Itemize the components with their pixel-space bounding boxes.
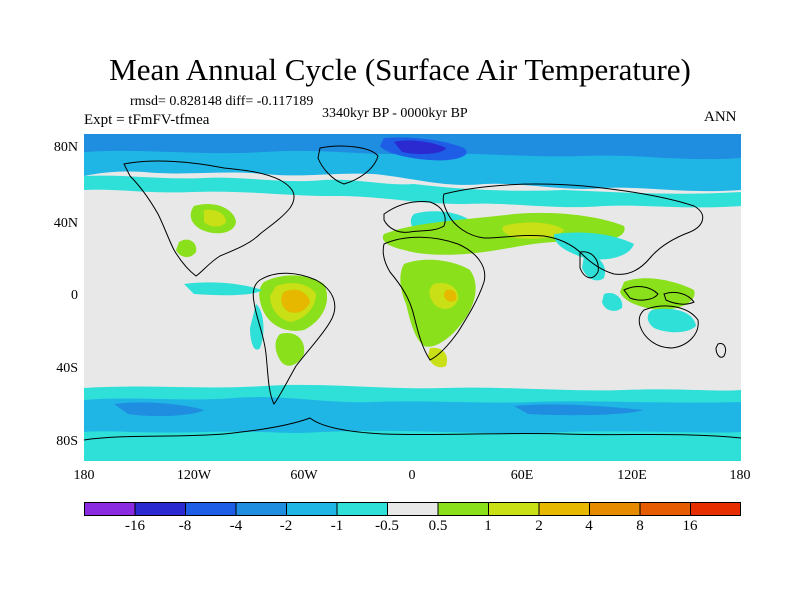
colorbar-label-10: 8 <box>636 518 644 534</box>
maritime-asia-cool <box>602 292 623 311</box>
coast-india <box>579 251 599 279</box>
africa-warm-core <box>429 282 459 309</box>
colorbar-box-0 <box>84 502 136 516</box>
coast-south-america <box>252 272 336 405</box>
lat-label-80s: 80S <box>56 434 78 449</box>
lat-label-40s: 40S <box>56 361 78 376</box>
coast-asia <box>442 183 704 275</box>
southern-africa-warm <box>428 347 448 368</box>
colorbar-label-3: -2 <box>279 518 293 534</box>
colorbar-box-9 <box>538 502 590 516</box>
coast-greenland <box>317 145 379 185</box>
colorbar-label-5: -0.5 <box>375 518 399 534</box>
andes-cool <box>250 304 264 350</box>
coast-indonesia <box>623 286 695 305</box>
colorbar-label-0: -16 <box>125 518 145 534</box>
season-label: ANN <box>704 109 737 125</box>
colorbar-label-6: 0.5 <box>428 518 448 534</box>
australia-cool <box>647 308 696 333</box>
plot-title: Mean Annual Cycle (Surface Air Temperatu… <box>109 52 691 87</box>
colorbar-box-3 <box>235 502 287 516</box>
colorbar-box-5 <box>336 502 388 516</box>
india-cool <box>582 255 606 281</box>
colorbar-label-1: -8 <box>178 518 192 534</box>
colorbar-box-8 <box>488 502 540 516</box>
colorbar-box-1 <box>134 502 186 516</box>
eurasia-warm-core <box>502 222 564 239</box>
colorbar-box-6 <box>387 502 439 516</box>
southern-ocean-cool <box>84 397 741 435</box>
n-america-warm-core <box>204 209 226 227</box>
colorbar <box>84 502 741 516</box>
colorbar-box-2 <box>185 502 237 516</box>
arctic-deep-patch <box>394 140 446 155</box>
colorbar-box-7 <box>437 502 489 516</box>
lon-label-60e: 60E <box>510 468 534 483</box>
colorbar-label-4: -1 <box>330 518 344 534</box>
mexico-warm <box>176 239 197 258</box>
southern-ocean-mid-east <box>514 404 644 416</box>
arctic-light-band <box>84 175 741 208</box>
experiment-label: Expt = tFmFV-tfmea <box>84 112 210 128</box>
coast-new-zealand <box>715 343 727 358</box>
coast-australia <box>638 305 699 349</box>
period-text: 3340kyr BP - 0000kyr BP <box>322 106 468 121</box>
colorbar-box-4 <box>286 502 338 516</box>
colorbar-box-11 <box>639 502 691 516</box>
colorbar-label-8: 2 <box>535 518 543 534</box>
stats-text: rmsd= 0.828148 diff= -0.117189 <box>130 94 314 109</box>
coast-africa <box>382 236 486 361</box>
colorbar-box-10 <box>589 502 641 516</box>
lat-label-40n: 40N <box>53 216 78 231</box>
colorbar-label-7: 1 <box>484 518 492 534</box>
colorbar-label-9: 4 <box>585 518 593 534</box>
lon-label-0: 0 <box>408 468 416 483</box>
amazon-hot-core <box>281 289 310 313</box>
eurasia-warm <box>382 212 625 255</box>
lon-label-180w: 180 <box>73 468 95 483</box>
coastlines <box>84 145 741 441</box>
lon-label-120e: 120E <box>617 468 647 483</box>
temperature-map <box>84 134 741 461</box>
lon-label-180e: 180 <box>729 468 751 483</box>
colorbar-label-11: 16 <box>682 518 698 534</box>
lat-label-80n: 80N <box>53 140 78 155</box>
colorbar-box-12 <box>690 502 741 516</box>
lon-label-120w: 120W <box>176 468 212 483</box>
colorbar-label-2: -4 <box>229 518 243 534</box>
antarctic-light <box>84 430 741 461</box>
asia-cool <box>554 232 634 260</box>
coast-europe <box>383 201 446 233</box>
s-america-south-warm <box>275 332 305 366</box>
africa-hot-patch <box>444 289 457 302</box>
southern-ocean-mid <box>114 402 204 417</box>
pacific-cool-strip <box>184 282 262 296</box>
coast-north-america <box>123 160 295 277</box>
lat-label-0: 0 <box>71 288 78 303</box>
coast-antarctica <box>84 417 741 441</box>
lon-label-60w: 60W <box>290 468 318 483</box>
